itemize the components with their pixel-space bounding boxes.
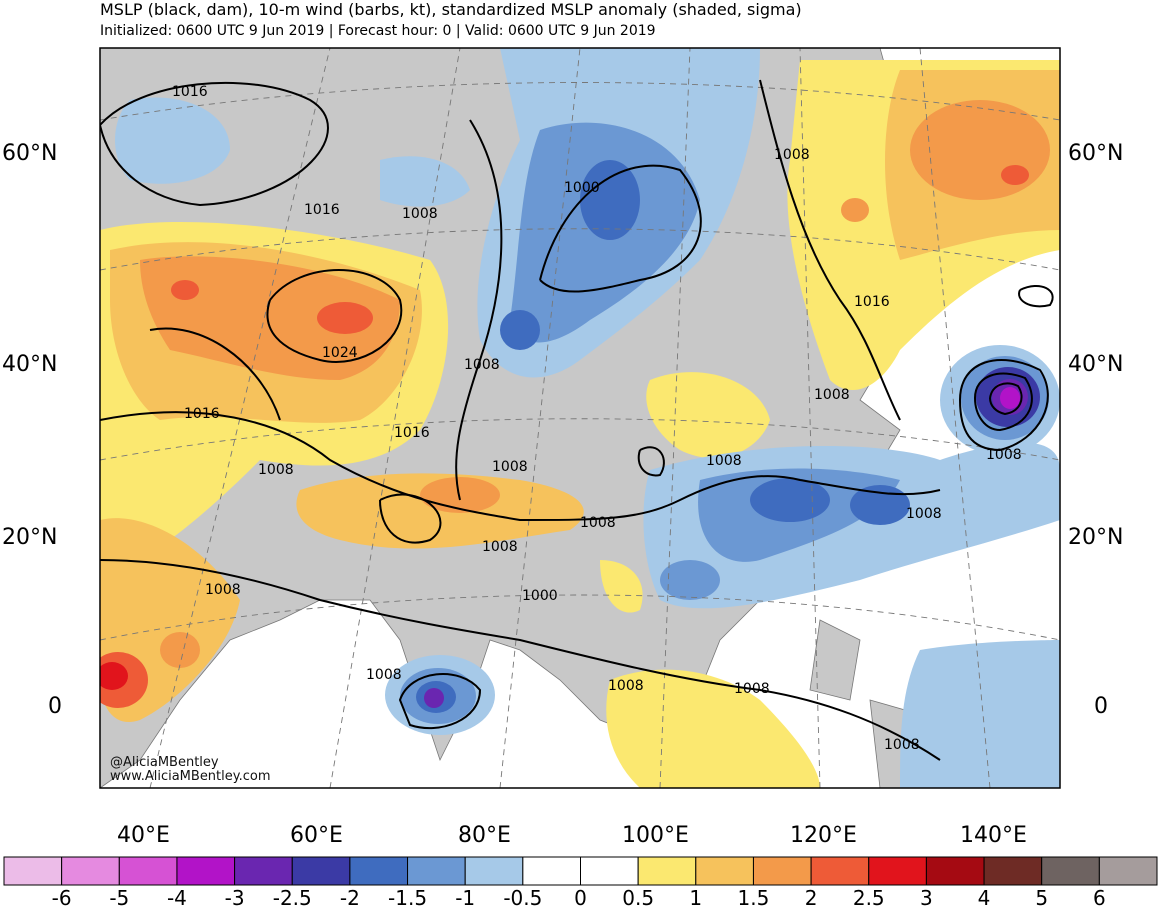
colorbar-swatch [234, 856, 293, 886]
contour-label: 1016 [172, 84, 208, 100]
colorbar-tick-label: -0.5 [503, 886, 543, 910]
colorbar-swatch [349, 856, 409, 886]
graticule [100, 48, 1060, 788]
contour-label: 1008 [492, 459, 528, 475]
contour-label: 1008 [906, 506, 942, 522]
contour-label: 1008 [366, 667, 402, 683]
map-subtitle: Initialized: 0600 UTC 9 Jun 2019 | Forec… [100, 23, 656, 39]
map-frame [99, 47, 1061, 789]
colorbar-tick-label: 5 [1035, 886, 1049, 910]
colorbar-tick-label: 3 [920, 886, 933, 910]
lat-label-20n-right: 20°N [1068, 525, 1124, 550]
lat-label-0-left: 0 [48, 694, 62, 719]
contour-label: 1008 [986, 447, 1022, 463]
colorbar-swatch [407, 856, 466, 886]
lon-label-60e: 60°E [290, 823, 343, 848]
contour-label: 1008 [402, 206, 438, 222]
contour-label: 1008 [706, 453, 742, 469]
lat-label-40n-left: 40°N [2, 352, 58, 377]
colorbar-tick-label: -1 [455, 886, 476, 910]
contour-label: 1008 [258, 462, 294, 478]
anomaly-shading [100, 48, 1060, 788]
colorbar-tick-label: 0 [574, 886, 587, 910]
contour-label: 1000 [564, 180, 600, 196]
colorbar-tick-label: -4 [166, 886, 187, 910]
isobars [100, 79, 1054, 761]
colorbar-tick-label: -2 [339, 886, 360, 910]
colorbar-tick-label: -3 [224, 886, 245, 910]
colorbar-tick-label: 2.5 [852, 886, 885, 910]
credit-handle: @AliciaMBentley [110, 755, 219, 770]
lon-label-120e: 120°E [790, 823, 857, 848]
colorbar-swatch [752, 856, 812, 886]
colorbar-swatch [176, 856, 236, 886]
contour-labels: 1016 1016 1024 1016 1016 1008 1008 1000 … [172, 84, 1022, 753]
contour-label: 1008 [205, 582, 241, 598]
contour-label: 1016 [394, 425, 430, 441]
colorbar-swatch [868, 856, 927, 886]
credit-website: www.AliciaMBentley.com [110, 769, 271, 784]
colorbar-swatch [61, 856, 120, 886]
colorbar-tick-label: 2 [804, 886, 818, 910]
contour-label: 1008 [734, 681, 770, 697]
colorbar-swatch [3, 856, 63, 886]
colorbar-tick-label: -6 [51, 886, 72, 910]
lon-label-40e: 40°E [117, 823, 170, 848]
lon-label-80e: 80°E [458, 823, 511, 848]
contour-label: 1008 [774, 147, 810, 163]
contour-label: 1008 [608, 678, 644, 694]
colorbar-tick-label: 6 [1092, 886, 1106, 910]
contour-label: 1008 [884, 737, 920, 753]
colorbar-swatch [925, 856, 985, 886]
lon-label-100e: 100°E [622, 823, 689, 848]
lon-label-140e: 140°E [960, 823, 1027, 848]
colorbar-tick-label: -1.5 [388, 886, 428, 910]
contour-label: 1008 [814, 387, 850, 403]
colorbar-tick-label: 0.5 [622, 886, 655, 910]
contour-label: 1008 [482, 539, 518, 555]
colorbar-tick-label: -2.5 [272, 886, 312, 910]
colorbar-swatch [1098, 856, 1158, 886]
colorbar-swatch [580, 856, 639, 886]
colorbar [3, 856, 1158, 886]
colorbar-swatch [637, 856, 697, 886]
contour-label: 1016 [184, 406, 220, 422]
contour-label: 1000 [522, 588, 558, 604]
colorbar-tick-label: 1 [689, 886, 703, 910]
contour-label: 1016 [304, 202, 340, 218]
map-title: MSLP (black, dam), 10-m wind (barbs, kt)… [100, 0, 802, 19]
colorbar-swatch [810, 856, 870, 886]
contour-label: 1016 [854, 294, 890, 310]
lat-label-60n-left: 60°N [2, 141, 58, 166]
lat-label-20n-left: 20°N [2, 525, 58, 550]
colorbar-swatch [291, 856, 351, 886]
contour-label: 1008 [464, 357, 500, 373]
colorbar-swatch [522, 856, 581, 886]
colorbar-swatch [1041, 856, 1100, 886]
colorbar-swatch [118, 856, 178, 886]
colorbar-swatch [983, 856, 1043, 886]
colorbar-tick-label: -5 [109, 886, 130, 910]
contour-label: 1024 [322, 345, 358, 361]
colorbar-tick-label: 1.5 [737, 886, 770, 910]
colorbar-tick-label: 4 [977, 886, 991, 910]
lat-label-0-right: 0 [1094, 694, 1108, 719]
colorbar-swatch [464, 856, 524, 886]
contour-label: 1008 [580, 515, 616, 531]
colorbar-swatch [695, 856, 754, 886]
lat-label-60n-right: 60°N [1068, 141, 1124, 166]
lat-label-40n-right: 40°N [1068, 352, 1124, 377]
